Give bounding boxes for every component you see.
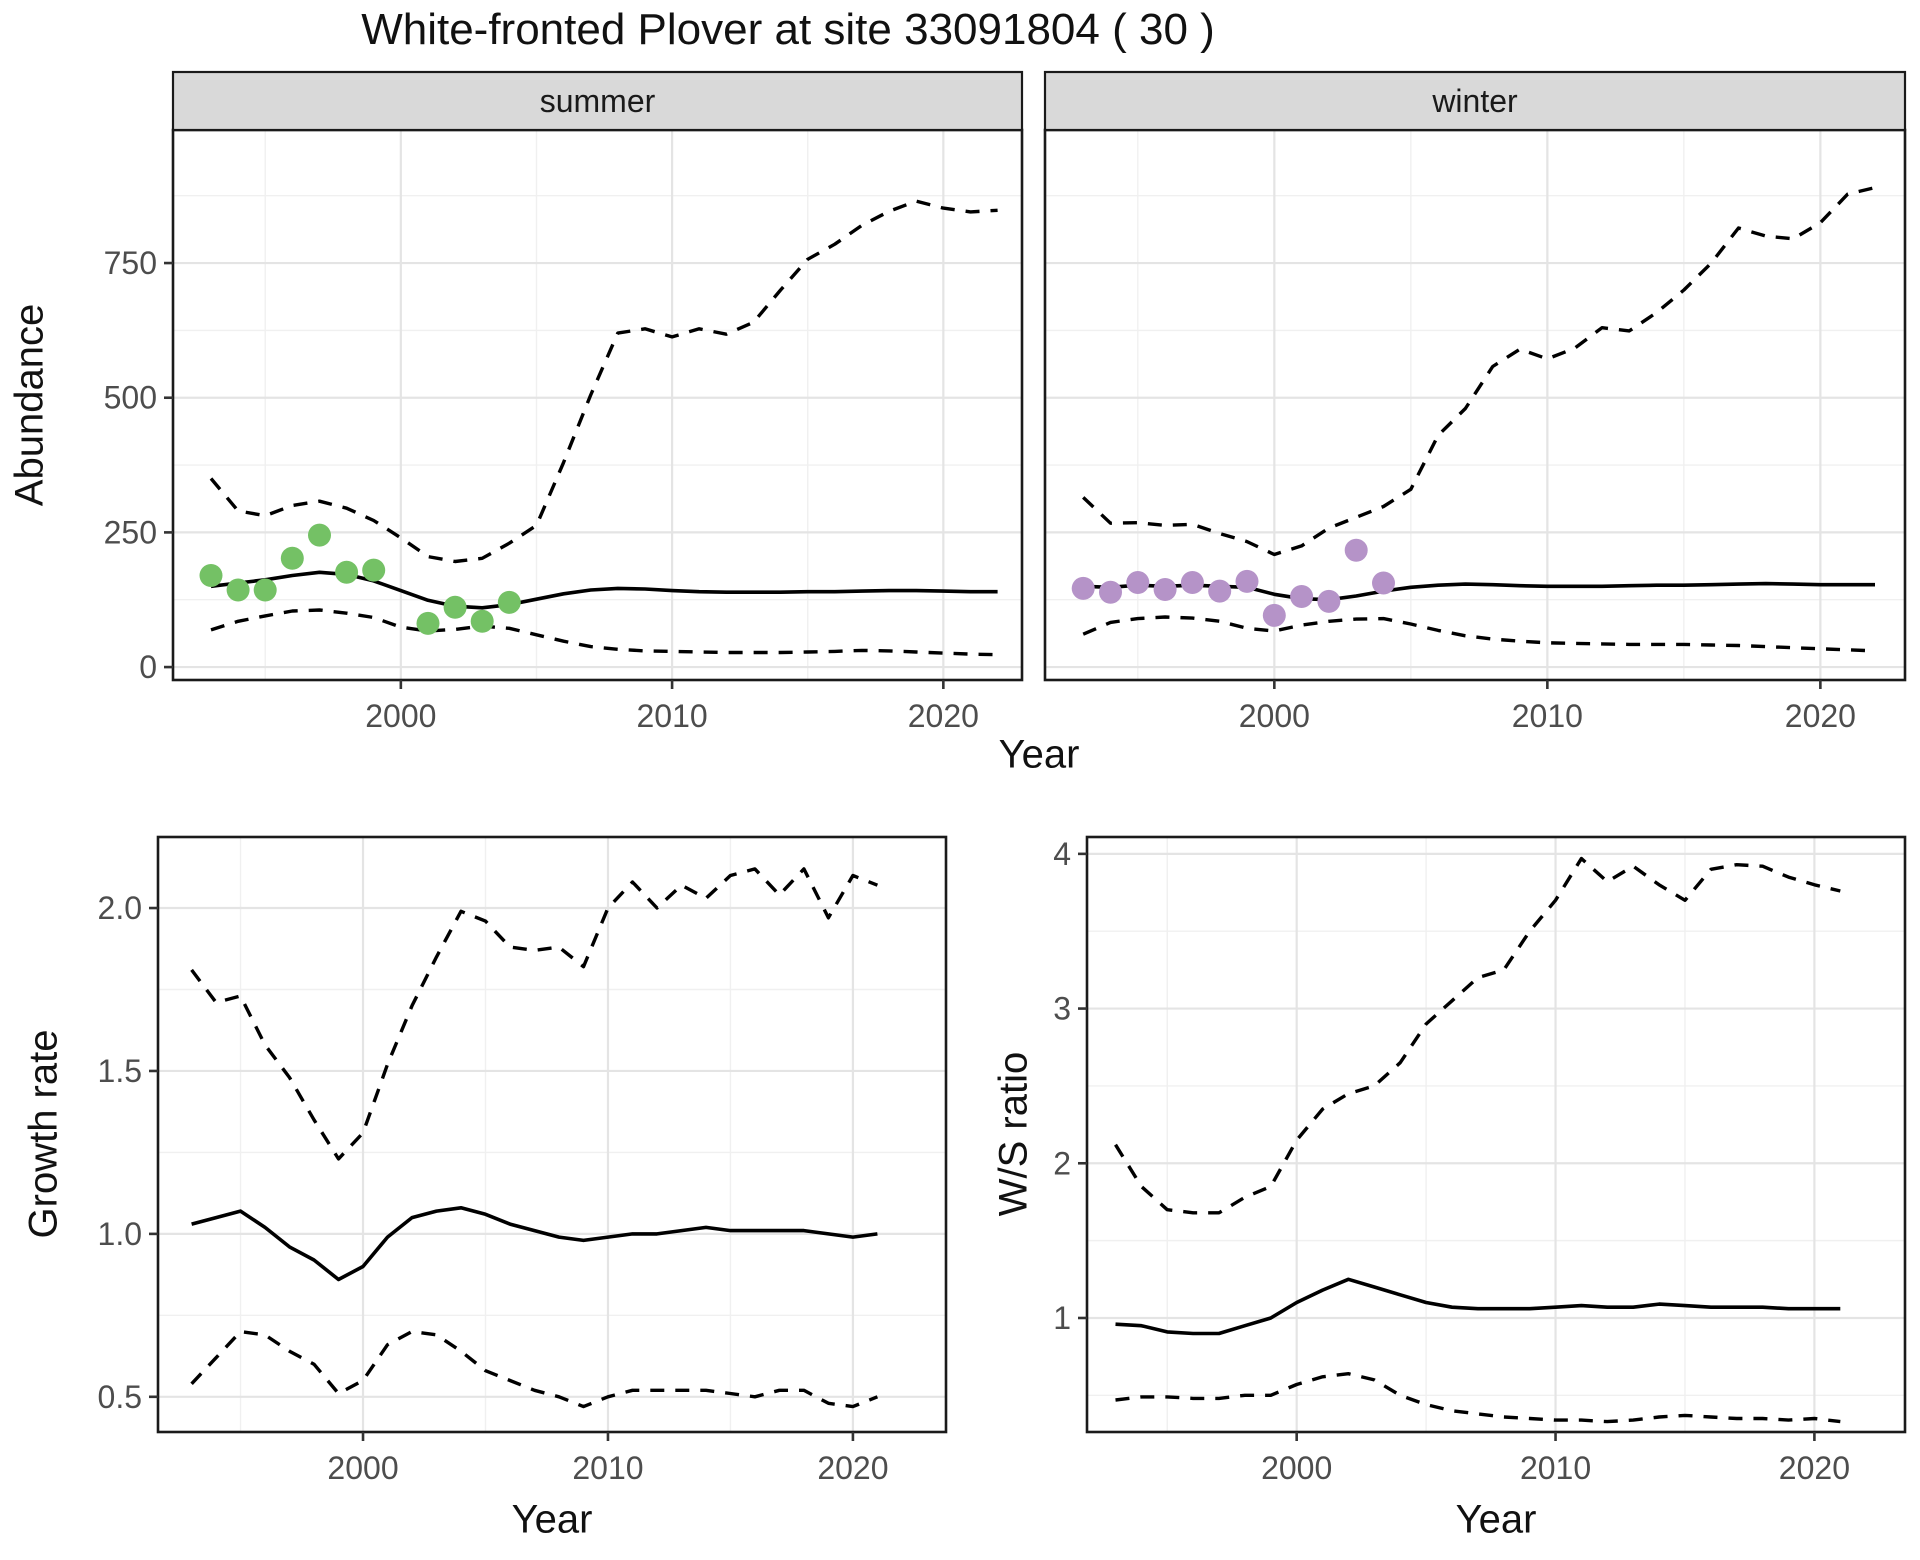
x-tick-label: 2010	[572, 1450, 643, 1486]
y-axis-label-growth-rate: Growth rate	[21, 1029, 66, 1239]
observed-counts-winter-point	[1290, 585, 1314, 608]
panel-border-ws	[1085, 835, 1907, 1434]
series-lower_ci-summer	[210, 608, 998, 657]
observed-counts-winter-point	[1317, 589, 1341, 613]
x-axis-label-year-top: Year	[998, 732, 1080, 777]
y-tick-label: 1.5	[98, 1053, 142, 1089]
observed-counts-winter-point	[1099, 580, 1122, 604]
observed-counts-winter-point	[1180, 571, 1204, 594]
x-tick-label: 2020	[1779, 1450, 1850, 1486]
observed-counts-winter-point	[1126, 571, 1150, 594]
y-tick-label: 2.0	[98, 890, 142, 926]
observed-counts-winter-point	[1235, 569, 1259, 593]
y-axis-label-abundance: Abundance	[7, 303, 52, 507]
y-tick-label: 1.0	[98, 1216, 142, 1252]
y-tick-label: 250	[104, 514, 157, 550]
x-tick-label: 2000	[327, 1450, 398, 1486]
x-tick-label: 2000	[365, 698, 436, 734]
facet-strip-label-summer: summer	[540, 83, 656, 119]
x-tick-label: 2020	[1785, 698, 1856, 734]
y-tick-label: 3	[1053, 991, 1071, 1027]
observed-counts-summer-point	[226, 578, 250, 602]
series-upper_ci-winter	[1082, 185, 1876, 557]
observed-counts-winter-point	[1071, 576, 1095, 600]
observed-counts-summer-point	[416, 611, 440, 635]
facet-strip-summer	[171, 70, 1024, 132]
y-tick-label: 500	[104, 380, 157, 416]
y-tick-label: 1	[1053, 1300, 1071, 1336]
observed-counts-summer-point	[470, 609, 494, 633]
series-median-ws	[1115, 1277, 1841, 1336]
observed-counts-winter-point	[1344, 538, 1368, 562]
series-median-growth	[191, 1206, 878, 1282]
x-tick-label: 2010	[1512, 698, 1583, 734]
panel-ws	[1087, 837, 1905, 1432]
x-tick-label: 2000	[1261, 1450, 1332, 1486]
observed-counts-summer-point	[308, 523, 331, 547]
x-tick-label: 2010	[636, 698, 707, 734]
observed-counts-winter-point	[1262, 603, 1286, 627]
observed-counts-winter-point	[1153, 578, 1177, 601]
observed-counts-summer-point	[280, 546, 304, 570]
panel-growth	[158, 837, 946, 1432]
series-lower_ci-winter	[1082, 615, 1876, 653]
y-tick-label: 0	[139, 649, 157, 685]
observed-counts-winter-point	[1208, 579, 1232, 603]
x-axis-label-year-ws: Year	[1455, 1497, 1537, 1542]
x-tick-label: 2020	[908, 698, 979, 734]
y-tick-label: 0.5	[98, 1379, 142, 1415]
observed-counts-summer-point	[335, 560, 359, 584]
observed-counts-summer-point	[443, 595, 467, 619]
facet-strip-label-winter: winter	[1431, 83, 1518, 119]
y-tick-label: 4	[1053, 836, 1071, 872]
series-upper_ci-ws	[1114, 856, 1841, 1215]
panel-summer	[173, 130, 1022, 680]
x-axis-label-year-growth: Year	[511, 1497, 593, 1542]
observed-counts-winter-point	[1372, 571, 1395, 595]
y-tick-label: 2	[1053, 1145, 1071, 1181]
y-axis-label-ws-ratio: W/S ratio	[991, 1051, 1036, 1217]
plot-title: White-fronted Plover at site 33091804 ( …	[361, 5, 1215, 54]
facet-strip-winter	[1043, 70, 1907, 132]
y-tick-label: 750	[104, 245, 157, 281]
x-tick-label: 2010	[1520, 1450, 1591, 1486]
series-lower_ci-growth	[190, 1329, 879, 1409]
observed-counts-summer-point	[362, 558, 386, 582]
observed-counts-summer-point	[253, 578, 277, 602]
x-tick-label: 2020	[817, 1450, 888, 1486]
observed-counts-summer-point	[497, 590, 521, 614]
panel-winter	[1045, 130, 1905, 680]
x-tick-label: 2000	[1239, 698, 1310, 734]
observed-counts-summer-point	[199, 564, 223, 587]
panel-border-growth	[156, 835, 948, 1434]
